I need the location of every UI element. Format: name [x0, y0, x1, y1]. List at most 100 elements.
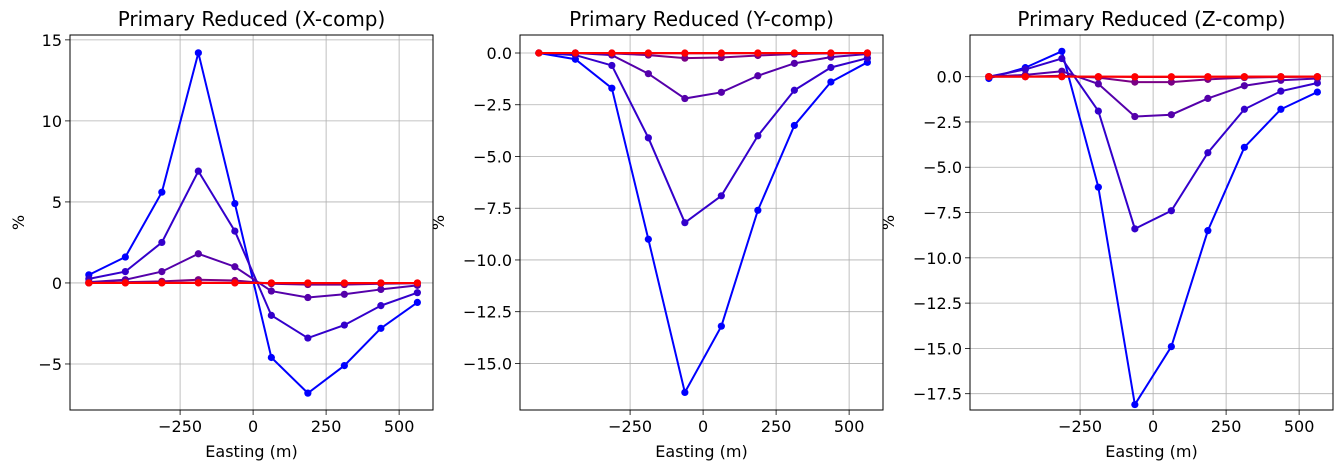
- y-tick-label: −10.0: [463, 251, 512, 270]
- data-point: [340, 290, 348, 298]
- x-tick-label: −250: [1058, 417, 1102, 436]
- x-tick-label: 500: [384, 417, 415, 436]
- series-line: [538, 52, 868, 396]
- data-point: [717, 49, 725, 57]
- data-point: [1167, 73, 1175, 81]
- data-point: [304, 389, 312, 397]
- data-point: [340, 321, 348, 329]
- data-point: [571, 49, 579, 57]
- data-point: [644, 70, 652, 78]
- data-point: [827, 78, 835, 86]
- chart-title: Primary Reduced (X-comp): [118, 7, 386, 31]
- data-point: [85, 279, 93, 287]
- y-tick-label: −2.5: [923, 113, 962, 132]
- data-point: [790, 49, 798, 57]
- series-2: [535, 49, 871, 227]
- x-axis-label: Easting (m): [205, 442, 297, 461]
- series-line: [988, 57, 1318, 231]
- data-point: [1313, 73, 1321, 81]
- data-point: [827, 49, 835, 57]
- series-line: [538, 52, 868, 225]
- data-point: [194, 279, 202, 287]
- series-6: [535, 49, 871, 57]
- data-point: [231, 279, 239, 287]
- data-point: [608, 61, 616, 70]
- y-tick-label: −5: [38, 355, 62, 374]
- data-point: [377, 302, 385, 310]
- data-point: [267, 279, 275, 287]
- data-point: [158, 188, 166, 196]
- data-point: [681, 94, 689, 103]
- data-point: [194, 167, 202, 175]
- data-point: [717, 192, 725, 200]
- data-point: [377, 285, 385, 294]
- data-point: [1058, 47, 1066, 55]
- x-tick-label: 250: [311, 417, 342, 436]
- series-1: [85, 49, 421, 397]
- y-tick-label: 0.0: [937, 68, 962, 87]
- subplot-1: −250 0 250 500 −5 0 5 10 15 Primary Reduced (X-co…: [9, 7, 434, 461]
- data-point: [608, 84, 616, 92]
- x-tick-label: 250: [761, 417, 792, 436]
- y-tick-label: −7.5: [923, 204, 962, 223]
- data-point: [1204, 227, 1212, 235]
- data-point: [1240, 105, 1248, 113]
- data-point: [644, 49, 652, 57]
- data-point: [1240, 82, 1248, 90]
- y-tick-label: −12.5: [463, 303, 512, 322]
- data-point: [1094, 73, 1102, 81]
- y-axis-label: %: [9, 215, 28, 230]
- data-point: [1167, 207, 1175, 215]
- x-tick-label: 0: [698, 417, 708, 436]
- data-point: [790, 121, 798, 130]
- x-axis-label: Easting (m): [1105, 442, 1197, 461]
- data-point: [121, 268, 129, 276]
- x-tick-label: 250: [1211, 417, 1242, 436]
- data-point: [754, 72, 762, 80]
- chart-title: Primary Reduced (Z-comp): [1017, 7, 1285, 31]
- x-axis-label: Easting (m): [655, 442, 747, 461]
- data-point: [1058, 54, 1066, 63]
- data-point: [1131, 400, 1139, 409]
- data-point: [1277, 105, 1285, 113]
- data-point: [1131, 73, 1139, 81]
- data-point: [377, 324, 385, 332]
- data-point: [644, 235, 652, 243]
- y-tick-label: −15.0: [913, 339, 962, 358]
- subplot-3: −250 0 250 500 0.0 −2.5 −5.0 −7.5 −10.0 −12.5 −15.…: [879, 7, 1334, 461]
- series-6: [985, 73, 1321, 81]
- y-tick-label: −5.0: [473, 147, 512, 166]
- y-axis-label: %: [879, 215, 898, 230]
- chart-title: Primary Reduced (Y-comp): [569, 7, 834, 31]
- data-point: [1167, 111, 1175, 119]
- data-point: [1240, 143, 1248, 151]
- data-point: [1277, 87, 1285, 95]
- data-point: [304, 293, 312, 302]
- y-tick-label: 10: [42, 112, 62, 131]
- x-tick-label: 0: [248, 417, 258, 436]
- y-axis-label: %: [429, 215, 448, 230]
- data-point: [1204, 149, 1212, 157]
- data-point: [790, 86, 798, 94]
- data-point: [413, 298, 421, 306]
- data-point: [231, 263, 239, 271]
- series-line: [88, 252, 418, 299]
- data-point: [1167, 78, 1175, 86]
- data-point: [754, 206, 762, 214]
- x-tick-label: 500: [1284, 417, 1315, 436]
- data-point: [377, 279, 385, 287]
- data-point: [790, 59, 798, 67]
- data-point: [1021, 73, 1029, 81]
- data-point: [304, 279, 312, 287]
- y-tick-label: −5.0: [923, 158, 962, 177]
- data-point: [1204, 94, 1212, 103]
- data-point: [304, 334, 312, 342]
- y-tick-label: −7.5: [473, 199, 512, 218]
- data-point: [863, 49, 871, 57]
- data-point: [121, 279, 129, 287]
- data-point: [1094, 80, 1102, 88]
- data-point: [267, 353, 275, 362]
- y-tick-label: −10.0: [913, 249, 962, 268]
- data-point: [413, 289, 421, 297]
